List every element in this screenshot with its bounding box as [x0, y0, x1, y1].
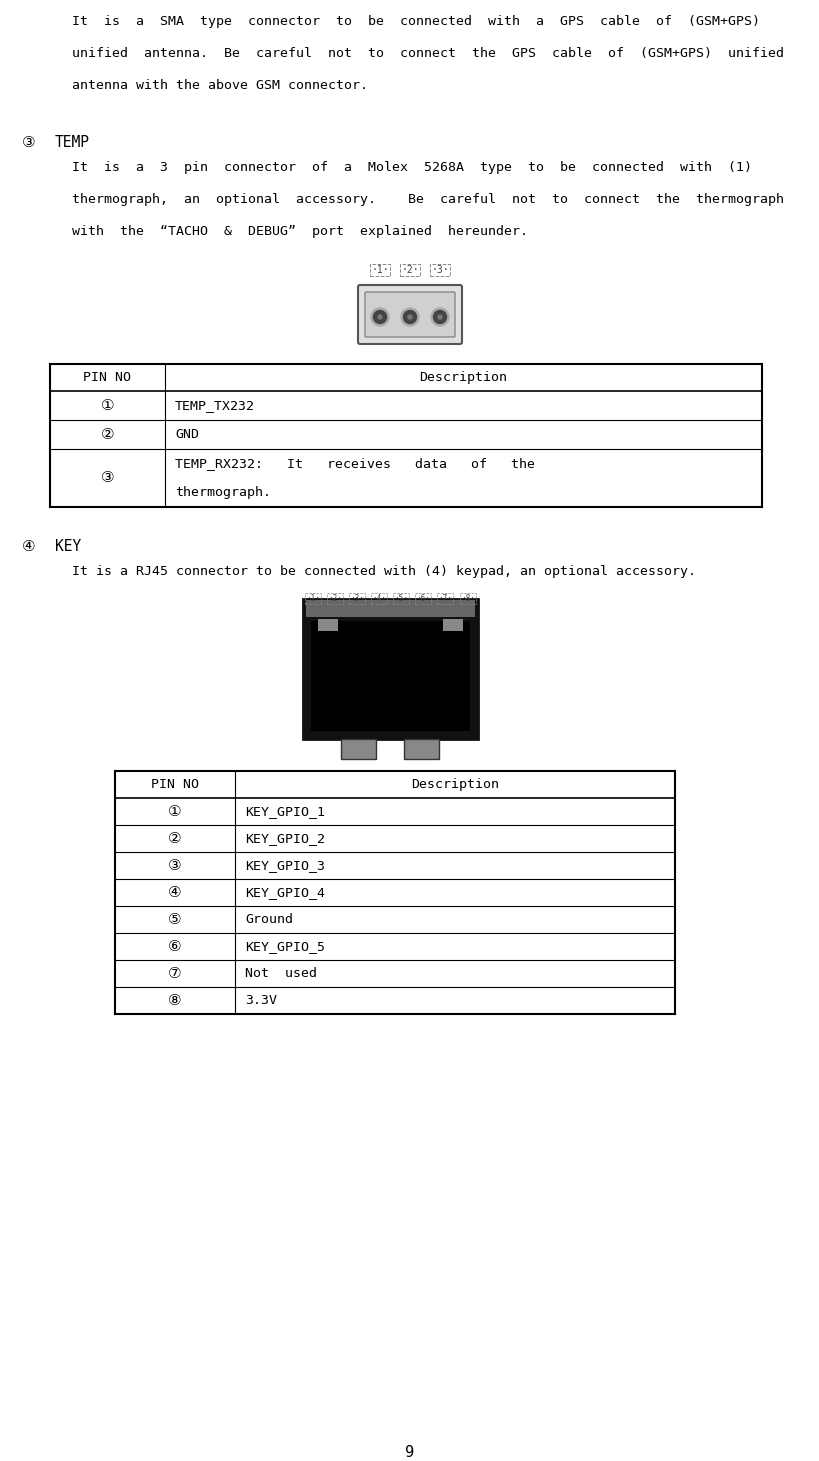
Circle shape	[431, 308, 449, 326]
Text: KEY_GPIO_1: KEY_GPIO_1	[245, 805, 324, 818]
Text: thermograph,  an  optional  accessory.    Be  careful  not  to  connect  the  th: thermograph, an optional accessory. Be c…	[72, 193, 783, 206]
Bar	[310, 621, 469, 730]
Text: ·3·: ·3·	[431, 264, 448, 275]
Text: Description: Description	[410, 779, 499, 790]
Text: ·5·: ·5·	[394, 595, 407, 603]
Text: ·3·: ·3·	[350, 595, 364, 603]
Text: ⑤: ⑤	[168, 912, 182, 926]
Text: It  is  a  SMA  type  connector  to  be  connected  with  a  GPS  cable  of  (GS: It is a SMA type connector to be connect…	[72, 15, 759, 28]
Text: ③: ③	[101, 470, 114, 485]
Circle shape	[403, 311, 416, 323]
Text: ⑧: ⑧	[168, 993, 182, 1008]
Text: KEY_GPIO_2: KEY_GPIO_2	[245, 831, 324, 844]
Text: Not  used: Not used	[245, 967, 317, 980]
Text: It is a RJ45 connector to be connected with (4) keypad, an optional accessory.: It is a RJ45 connector to be connected w…	[72, 565, 695, 579]
Bar	[305, 600, 474, 617]
Text: ⑥: ⑥	[168, 939, 182, 954]
Bar	[442, 619, 463, 631]
Text: with  the  “TACHO  &  DEBUG”  port  explained  hereunder.: with the “TACHO & DEBUG” port explained …	[72, 225, 527, 238]
Text: ②: ②	[101, 427, 114, 443]
Bar	[404, 739, 438, 760]
Text: GND: GND	[174, 428, 199, 441]
Text: ·6·: ·6·	[415, 595, 429, 603]
Text: KEY_GPIO_4: KEY_GPIO_4	[245, 885, 324, 899]
Text: unified  antenna.  Be  careful  not  to  connect  the  GPS  cable  of  (GSM+GPS): unified antenna. Be careful not to conne…	[72, 47, 783, 60]
Text: KEY_GPIO_5: KEY_GPIO_5	[245, 939, 324, 953]
Text: thermograph.: thermograph.	[174, 487, 270, 500]
Circle shape	[370, 308, 388, 326]
Text: antenna with the above GSM connector.: antenna with the above GSM connector.	[72, 79, 368, 92]
Text: ·4·: ·4·	[372, 595, 386, 603]
Text: ④: ④	[168, 885, 182, 900]
Text: ②: ②	[168, 831, 182, 846]
Text: ·7·: ·7·	[437, 595, 451, 603]
Circle shape	[433, 311, 446, 323]
Text: PIN NO: PIN NO	[84, 371, 131, 384]
Text: 9: 9	[405, 1445, 414, 1460]
Text: TEMP: TEMP	[55, 134, 90, 150]
Bar	[318, 619, 337, 631]
Text: ·2·: ·2·	[328, 595, 342, 603]
Text: ⑦: ⑦	[168, 966, 182, 980]
Text: TEMP_TX232: TEMP_TX232	[174, 399, 255, 412]
Bar	[341, 739, 376, 760]
Circle shape	[378, 316, 382, 318]
Text: KEY_GPIO_3: KEY_GPIO_3	[245, 859, 324, 872]
Text: ·1·: ·1·	[305, 595, 319, 603]
Text: TEMP_RX232:   It   receives   data   of   the: TEMP_RX232: It receives data of the	[174, 457, 534, 470]
Text: ③: ③	[22, 134, 35, 150]
Text: 3.3V: 3.3V	[245, 993, 277, 1007]
Text: ·2·: ·2·	[400, 264, 419, 275]
Text: ·8·: ·8·	[460, 595, 474, 603]
Text: KEY: KEY	[55, 539, 81, 554]
Text: PIN NO: PIN NO	[151, 779, 199, 790]
Text: ①: ①	[168, 804, 182, 820]
Text: Ground: Ground	[245, 913, 292, 926]
Circle shape	[408, 316, 411, 318]
Bar	[303, 599, 477, 739]
Text: It  is  a  3  pin  connector  of  a  Molex  5268A  type  to  be  connected  with: It is a 3 pin connector of a Molex 5268A…	[72, 161, 751, 174]
Text: ①: ①	[101, 397, 114, 413]
Text: ·1·: ·1·	[371, 264, 388, 275]
Text: ④: ④	[22, 539, 35, 554]
Text: ③: ③	[168, 858, 182, 874]
Circle shape	[437, 316, 441, 318]
Text: Description: Description	[419, 371, 507, 384]
Circle shape	[400, 308, 419, 326]
FancyBboxPatch shape	[358, 285, 461, 343]
Circle shape	[373, 311, 386, 323]
FancyBboxPatch shape	[364, 292, 455, 337]
